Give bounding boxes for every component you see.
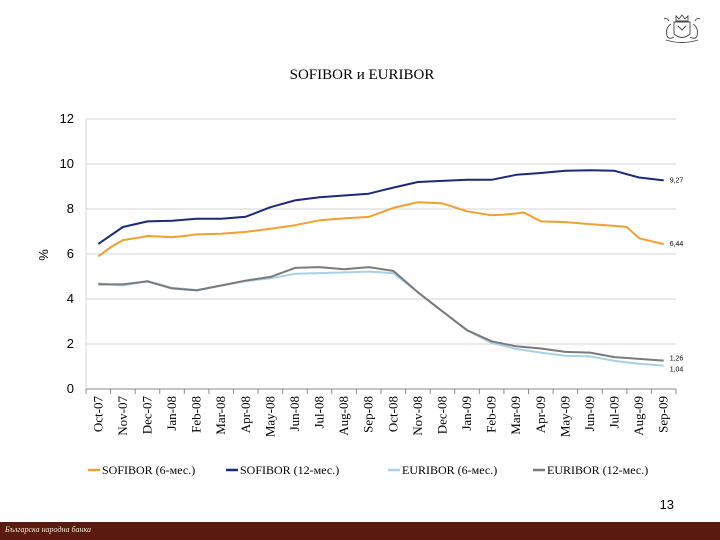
x-axis-ticks: Oct-07 Nov-07 Dec-07 Jan-08 Feb-08 Mar-08 Apr-…: [85, 389, 677, 437]
page-number: 13: [659, 497, 674, 512]
x-tick-label: Dec-08: [434, 396, 449, 434]
y-axis-label: %: [36, 249, 51, 261]
y-tick-label: 12: [60, 111, 74, 126]
footer-text: Българска народна банка: [5, 525, 91, 534]
x-tick-label: Oct-08: [385, 396, 400, 432]
x-tick-label: Oct-07: [90, 396, 105, 433]
footer-bar: Българска народна банка: [0, 522, 720, 540]
x-tick-label: Mar-09: [508, 396, 523, 435]
end-value-label: 1,26: [670, 356, 684, 363]
x-tick-label: Feb-08: [189, 396, 204, 433]
y-tick-label: 2: [67, 336, 74, 351]
x-tick-label: Jul-08: [312, 396, 327, 429]
x-tick-label: Apr-08: [238, 396, 253, 433]
legend-entry: EURIBOR (6-мес.): [402, 463, 497, 477]
bnb-coat-of-arms-icon: [663, 14, 701, 43]
x-tick-label: Sep-08: [361, 396, 376, 433]
x-tick-label: May-09: [557, 396, 572, 437]
chart: SOFIBOR и EURIBOR 0 2 4 6 8 10 12 Oct-07 Nov-07…: [36, 67, 684, 477]
x-tick-label: Mar-08: [213, 396, 228, 435]
x-tick-label: Feb-09: [484, 396, 499, 433]
x-tick-label: Dec-07: [139, 396, 154, 435]
chart-title: SOFIBOR и EURIBOR: [290, 67, 435, 83]
y-tick-label: 8: [67, 201, 74, 216]
x-tick-label: Nov-08: [410, 396, 425, 436]
x-tick-label: Jun-09: [582, 396, 597, 431]
x-tick-label: May-08: [262, 396, 277, 437]
y-tick-label: 10: [60, 156, 74, 171]
legend: SOFIBOR (6-мес.) SOFIBOR (12-мес.) EURIBOR…: [88, 463, 648, 477]
end-labels: 6,44 9,27 1,04 1,26: [670, 177, 684, 373]
x-tick-label: Jan-09: [459, 396, 474, 431]
series-lines: [97, 169, 664, 367]
x-tick-label: Aug-09: [631, 396, 646, 436]
x-tick-label: Jan-08: [164, 396, 179, 431]
x-tick-label: Jul-09: [607, 396, 622, 429]
x-tick-label: Apr-09: [533, 396, 548, 433]
x-tick-label: Jun-08: [287, 396, 302, 431]
series-line: [97, 201, 664, 258]
x-tick-label: Sep-09: [656, 396, 671, 433]
x-tick-label: Aug-08: [336, 396, 351, 436]
y-axis-ticks: 0 2 4 6 8 10 12: [60, 111, 74, 396]
series-line: [97, 169, 664, 245]
y-tick-label: 6: [67, 246, 74, 261]
series-line: [98, 266, 664, 362]
end-value-label: 9,27: [670, 177, 684, 184]
y-tick-label: 0: [67, 381, 74, 396]
end-value-label: 1,04: [670, 367, 684, 374]
legend-entry: SOFIBOR (12-мес.): [240, 463, 339, 477]
grid: [85, 118, 676, 390]
end-value-label: 6,44: [670, 241, 684, 248]
legend-entry: EURIBOR (12-мес.): [547, 463, 648, 477]
y-tick-label: 4: [67, 291, 74, 306]
x-tick-label: Nov-07: [115, 396, 130, 436]
legend-entry: SOFIBOR (6-мес.): [102, 463, 195, 477]
